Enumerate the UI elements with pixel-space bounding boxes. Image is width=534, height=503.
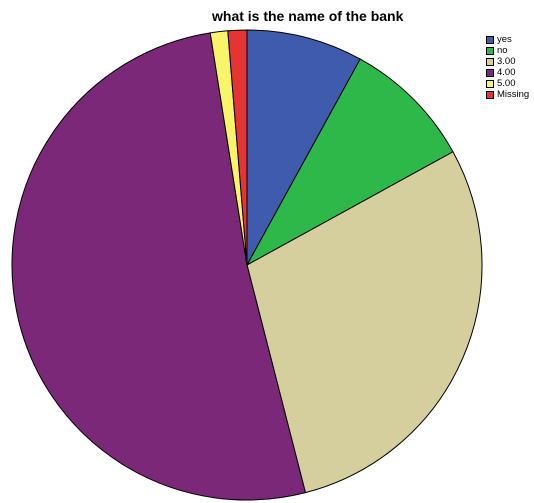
legend-label: Missing [497,89,530,100]
legend-swatch [486,35,494,44]
pie-slice-3-00 [246,151,483,494]
legend: yes no 3.00 4.00 5.00 Missing [486,34,529,100]
legend-swatch [486,68,494,77]
legend-label: 5.00 [497,78,516,89]
legend-swatch [486,57,494,66]
legend-item: 3.00 [486,56,529,67]
legend-label: 4.00 [497,67,516,78]
legend-item: no [486,45,529,56]
legend-item: yes [486,34,529,45]
legend-swatch [486,79,494,88]
pie-slice-no [246,58,454,266]
legend-item: 5.00 [486,78,529,89]
pie-slice-4-00 [11,32,306,501]
legend-label: 3.00 [497,56,516,67]
chart-title: what is the name of the bank [212,8,404,24]
legend-swatch [486,90,494,99]
pie-slice-missing [227,29,248,266]
legend-label: yes [497,34,512,45]
pie-slice-yes [246,29,361,266]
legend-swatch [486,46,494,55]
legend-label: no [497,45,508,56]
legend-item: Missing [486,89,529,100]
legend-item: 4.00 [486,67,529,78]
